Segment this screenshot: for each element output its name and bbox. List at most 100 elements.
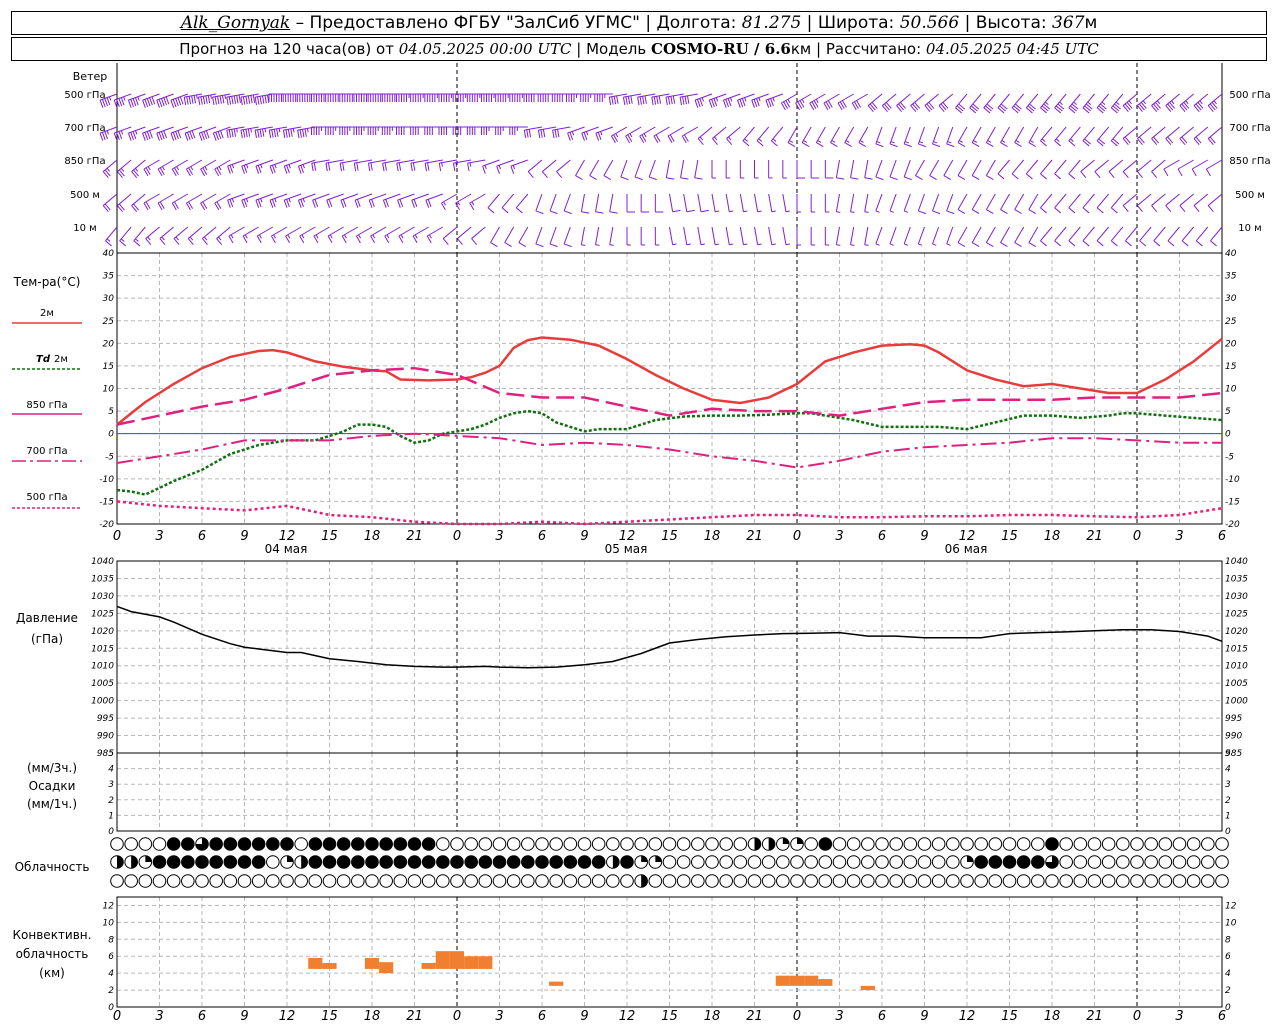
wind-barb-shaft [157,159,174,170]
wind-barb-flag [899,102,906,109]
cloud-circle [195,874,209,888]
wind-barb-shaft [471,226,486,239]
wind-barb-flag [191,95,194,104]
wind-barb-flag [105,240,112,247]
cloud-fill [209,855,223,869]
wind-barb-half [803,139,808,143]
wind-title: Ветер [73,70,107,83]
legend-850-label: 850 гПа [26,400,67,411]
wind-barb-flag [858,142,867,148]
wind-barb-shaft [1011,159,1025,175]
cloud-fill [479,855,492,869]
wind-barb-flag [722,99,727,108]
wind-barb-flag [1082,240,1090,247]
wind-barb-half [230,234,234,239]
cloud-symbol [705,837,719,851]
wind-barb [739,193,748,213]
wind-barb [1040,193,1053,214]
wind-barb-flag [104,169,111,177]
cloud-symbol [181,855,195,869]
x-tick-label: 15 [321,529,338,544]
wind-barb-flag [765,99,770,108]
wind-barb-flag [1165,205,1172,213]
wind-barb-flag [410,163,413,172]
wind-barb-half [1044,101,1049,105]
wind-barb-shaft [835,226,840,245]
wind-barb-shaft [709,93,727,101]
wind-barb-shaft [199,126,217,134]
wind-barb [1082,126,1095,147]
wind-barb-flag [469,202,475,211]
cloud-symbol [691,855,705,869]
y-tick-label: 985 [97,749,114,759]
y-tick-label: -10 [1225,475,1240,485]
wind-barb-flag [1057,103,1065,110]
wind-barb [917,226,925,246]
wind-barb-shaft [889,226,897,245]
wind-barb [971,226,982,248]
wind-barb [983,93,996,114]
y-tick-label: 1005 [1225,679,1248,689]
wind-barb-flag [247,128,251,137]
cloud-symbol [719,855,733,869]
wind-barb-shaft [623,93,642,98]
cloud-circle [903,874,918,888]
wind-barb-half [414,234,418,239]
wind-barb-flag [1167,103,1174,111]
wind-barb-flag [971,175,980,181]
wind-barb-shaft [354,193,373,201]
wind-barb [495,126,514,135]
cloud-symbol [1016,874,1031,888]
wind-barb-flag [957,175,966,181]
wind-barb-flag [518,242,527,248]
cloud-circle [1101,855,1116,869]
cloud-symbol [875,874,889,888]
wind-barb [1163,159,1180,177]
wind-barb [353,159,373,172]
wind-barb-half [231,198,235,203]
wind-barb-shaft [171,193,189,204]
wind-barb-flag [273,129,277,138]
wind-barb-flag [300,165,304,173]
wind-barb-shaft [751,93,769,101]
wind-barb-flag [384,162,387,171]
wind-barb [1096,226,1110,247]
conv-bar [435,951,450,969]
wind-barb-shaft [844,126,855,143]
cloud-circle [336,874,351,888]
wind-barb [518,226,529,248]
cloud-symbol [1101,837,1116,851]
cloud-symbol [903,874,918,888]
wind-barb-shaft [410,159,429,164]
wind-barb-flag [413,199,418,207]
wind-barb-shaft [997,159,1010,175]
wind-barb-flag [634,176,643,181]
cloud-circle [1201,837,1215,851]
wind-barb-flag [597,132,602,140]
wind-barb [1151,93,1166,113]
wind-barb [850,193,855,213]
wind-barb-flag [1177,168,1183,177]
cloud-symbol [1186,855,1201,869]
cloud-circle [1116,855,1130,869]
wind-barb-flag [398,235,404,244]
cloud-symbol [761,874,776,888]
wind-barb-flag [946,210,955,215]
cloud-circle [1158,855,1173,869]
cloud-circle [577,874,592,888]
wind-barb-flag [737,99,741,108]
wind-barb-flag [271,199,276,207]
cloud-symbol [336,855,351,869]
wind-barb [396,126,415,135]
wind-barb-half [815,99,819,103]
x-tick-label: 6 [878,1009,886,1024]
wind-barb-flag [844,142,852,148]
wind-barb [325,93,344,102]
wind-barb [648,159,657,181]
wind-barb-flag [783,101,789,109]
cloud-symbol [336,874,351,888]
wind-barb [889,159,898,181]
wind-barb-shaft [1179,193,1194,206]
wind-barb-shaft [681,126,699,137]
cloud-circle [1172,855,1187,869]
